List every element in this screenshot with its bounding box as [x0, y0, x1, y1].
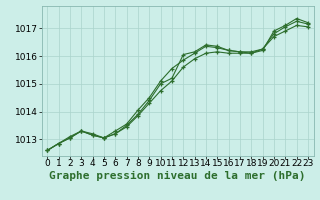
X-axis label: Graphe pression niveau de la mer (hPa): Graphe pression niveau de la mer (hPa) [49, 171, 306, 181]
